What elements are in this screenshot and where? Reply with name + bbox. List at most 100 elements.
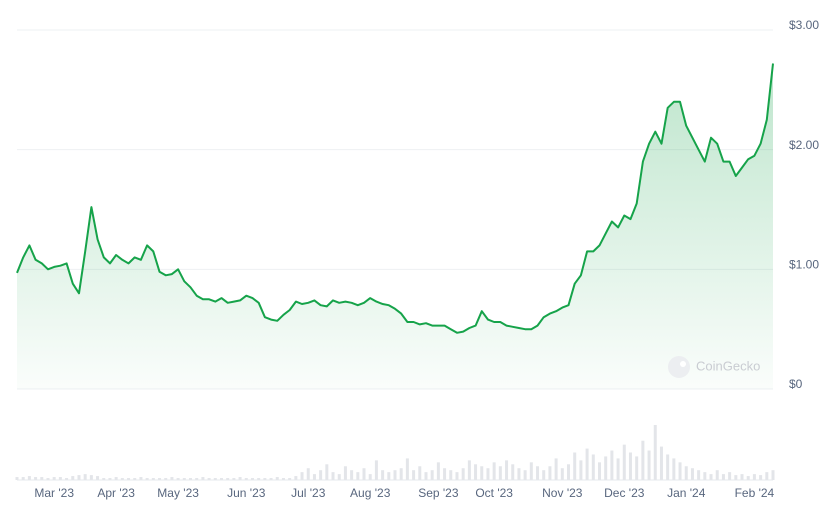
price-line xyxy=(16,63,774,334)
volume-bar xyxy=(684,466,688,480)
x-tick-label: Mar '23 xyxy=(34,486,74,500)
x-tick-label: Aug '23 xyxy=(350,486,391,500)
volume-bar xyxy=(40,477,44,480)
volume-bar xyxy=(412,470,416,480)
volume-bar xyxy=(486,468,490,480)
volume-bar xyxy=(628,452,632,480)
volume-bar xyxy=(666,454,670,480)
volume-bar xyxy=(759,475,763,480)
volume-bar xyxy=(480,466,484,480)
volume-bar xyxy=(226,478,230,480)
watermark-logo xyxy=(668,356,690,378)
volume-bar xyxy=(164,478,168,480)
volume-bar xyxy=(430,470,434,480)
volume-bar xyxy=(405,458,409,480)
volume-bar xyxy=(505,460,509,480)
volume-bar xyxy=(647,450,651,480)
volume-bar xyxy=(449,470,453,480)
volume-bar xyxy=(281,478,285,480)
volume-bar xyxy=(573,452,577,480)
volume-bar xyxy=(325,464,329,480)
watermark-text: CoinGecko xyxy=(696,358,760,373)
volume-bar xyxy=(176,478,180,480)
volume-bar xyxy=(560,468,564,480)
volume-bar xyxy=(27,476,31,480)
x-tick-label: May '23 xyxy=(157,486,199,500)
volume-bar xyxy=(65,478,69,480)
volume-bar xyxy=(250,478,254,480)
volume-bar xyxy=(158,478,162,480)
volume-bar xyxy=(96,476,100,480)
x-tick-label: Sep '23 xyxy=(418,486,459,500)
watermark: CoinGecko xyxy=(668,356,760,378)
volume-bar xyxy=(89,475,93,480)
volume-bar xyxy=(114,477,118,480)
x-tick-label: Oct '23 xyxy=(475,486,513,500)
volume-bar xyxy=(102,478,106,480)
volume-bar xyxy=(474,464,478,480)
volume-bar xyxy=(312,474,316,480)
volume-bar xyxy=(170,477,174,480)
volume-bar xyxy=(746,476,750,480)
volume-bar xyxy=(201,477,205,480)
volume-bar xyxy=(554,458,558,480)
volume-bar xyxy=(715,470,719,480)
watermark-logo-eye xyxy=(680,361,686,367)
volume-bar xyxy=(350,470,354,480)
volume-bar xyxy=(46,478,50,480)
x-tick-label: Jul '23 xyxy=(291,486,326,500)
volume-bar xyxy=(195,478,199,480)
volume-bar xyxy=(443,468,447,480)
volume-bar xyxy=(374,460,378,480)
y-tick-label: $2.00 xyxy=(789,138,819,152)
volume-bar xyxy=(740,474,744,480)
volume-bar xyxy=(418,466,422,480)
volume-bar xyxy=(207,478,211,480)
volume-bar xyxy=(213,478,217,480)
volume-bar xyxy=(238,477,242,480)
volume-bar xyxy=(529,462,533,480)
volume-bar xyxy=(399,468,403,480)
volume-bar xyxy=(133,478,137,480)
volume-bar xyxy=(765,472,769,480)
volume-bar xyxy=(331,472,335,480)
y-tick-label: $1.00 xyxy=(789,258,819,272)
volume-bar xyxy=(232,478,236,480)
volume-bar xyxy=(641,440,645,480)
volume-bar xyxy=(362,468,366,480)
volume-bar xyxy=(337,474,341,480)
volume-bar xyxy=(257,478,261,480)
volume-bar xyxy=(108,478,112,480)
volume-bar xyxy=(585,448,589,480)
volume-bar xyxy=(356,472,360,480)
volume-bar xyxy=(343,466,347,480)
volume-bar xyxy=(728,472,732,480)
volume-bar xyxy=(120,478,124,480)
volume-bar xyxy=(127,478,131,480)
volume-bar xyxy=(219,478,223,480)
volume-bar xyxy=(393,470,397,480)
volume-bar xyxy=(294,476,298,480)
volume-bar xyxy=(635,456,639,480)
x-tick-label: Dec '23 xyxy=(604,486,645,500)
x-tick-label: Nov '23 xyxy=(542,486,583,500)
volume-bar xyxy=(15,477,19,480)
volume-bar xyxy=(139,477,143,480)
volume-bar xyxy=(424,472,428,480)
volume-bar xyxy=(591,454,595,480)
price-area xyxy=(17,63,773,389)
volume-bar xyxy=(71,476,75,480)
volume-bar xyxy=(77,475,81,480)
volume-bar xyxy=(492,462,496,480)
volume-bar xyxy=(151,478,155,480)
volume-bar xyxy=(610,450,614,480)
volume-bar xyxy=(579,460,583,480)
volume-bar xyxy=(567,464,571,480)
x-tick-label: Jan '24 xyxy=(667,486,706,500)
volume-bar xyxy=(263,478,267,480)
volume-bar xyxy=(517,468,521,480)
volume-bar xyxy=(319,470,323,480)
volume-bar xyxy=(511,464,515,480)
volume-bar xyxy=(542,470,546,480)
volume-bar xyxy=(52,477,56,480)
